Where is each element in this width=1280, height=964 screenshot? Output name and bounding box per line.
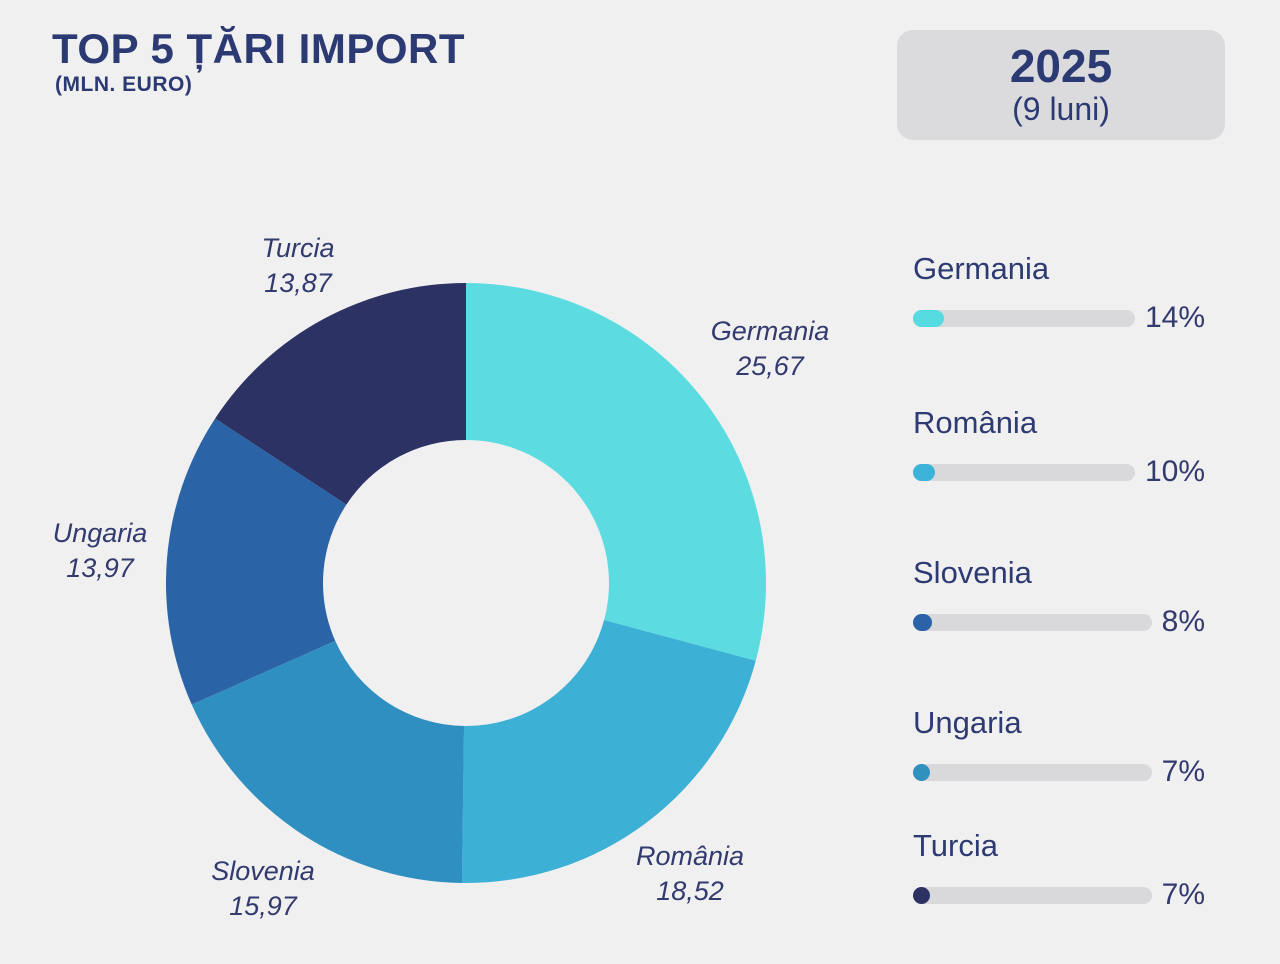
pie-label-name: Ungaria (52, 517, 148, 548)
legend-progress-fill (913, 613, 933, 631)
period-badge: 2025 (9 luni) (897, 30, 1225, 140)
pie-label-slovenia: Slovenia 15,97 (211, 854, 315, 924)
pie-label-value: 18,52 (656, 876, 724, 906)
pie-slice-germania (466, 283, 766, 661)
legend-progress-fill (913, 309, 945, 327)
pie-label-value: 15,97 (229, 891, 297, 921)
page-subtitle: (MLN. EURO) (55, 73, 193, 97)
legend-percent: 10% (1144, 455, 1205, 488)
pie-label-name: Germania (710, 315, 830, 346)
pie-slice-ungaria (166, 418, 347, 705)
pie-slice-romania (461, 620, 756, 883)
pie-slice-slovenia (191, 640, 465, 883)
pie-slice-turcia (215, 283, 466, 505)
legend-label: Germania (913, 251, 1050, 286)
title-block: TOP 5 ȚĂRI IMPORT (MLN. EURO) (52, 25, 465, 97)
pie-label-value: 13,97 (66, 553, 134, 583)
legend-bar-row: 7% (913, 755, 1205, 789)
pie-label-ungaria: Ungaria 13,97 (53, 516, 148, 586)
legend-label: Ungaria (913, 705, 1022, 740)
legend-percent: 14% (1144, 301, 1205, 334)
pie-label-name: România (635, 840, 745, 871)
period-year: 2025 (1009, 39, 1113, 92)
pie-label-value: 13,87 (264, 268, 332, 298)
legend-progress-track (913, 309, 1135, 327)
legend-item-turcia: Turcia 7% (913, 827, 1205, 912)
pie-label-romania: România 18,52 (636, 839, 744, 909)
legend-percent: 8% (1161, 605, 1205, 638)
legend-bar-row: 7% (913, 878, 1205, 912)
pie-label-value: 25,67 (736, 351, 804, 381)
legend-item-germania: Germania 14% (913, 250, 1205, 335)
legend-progress-track (913, 613, 1152, 631)
legend-bar-row: 14% (913, 301, 1205, 335)
pie-label-name: Turcia (261, 232, 335, 263)
legend-label: România (913, 405, 1038, 440)
legend-percent: 7% (1161, 878, 1205, 911)
legend-item-romania: România 10% (913, 404, 1205, 489)
legend-percent: 7% (1161, 755, 1205, 788)
period-detail: (9 luni) (1012, 91, 1110, 128)
page-title: TOP 5 ȚĂRI IMPORT (52, 25, 465, 72)
legend-item-ungaria: Ungaria 7% (913, 704, 1205, 789)
legend-progress-fill (913, 886, 930, 904)
legend-item-slovenia: Slovenia 8% (913, 554, 1205, 639)
legend-label: Turcia (913, 828, 998, 863)
pie-label-germania: Germania 25,67 (711, 314, 830, 384)
legend-progress-track (913, 463, 1135, 481)
donut-chart (166, 283, 766, 883)
pie-label-name: Slovenia (211, 855, 315, 886)
legend-bar-row: 8% (913, 605, 1205, 639)
pie-label-turcia: Turcia 13,87 (261, 231, 334, 301)
legend: Germania 14% România 10% Slovenia 8% Ung… (913, 0, 1205, 964)
legend-progress-fill (913, 763, 930, 781)
legend-progress-track (913, 763, 1152, 781)
legend-progress-fill (913, 463, 936, 481)
legend-bar-row: 10% (913, 455, 1205, 489)
legend-progress-track (913, 886, 1152, 904)
legend-label: Slovenia (913, 555, 1032, 590)
